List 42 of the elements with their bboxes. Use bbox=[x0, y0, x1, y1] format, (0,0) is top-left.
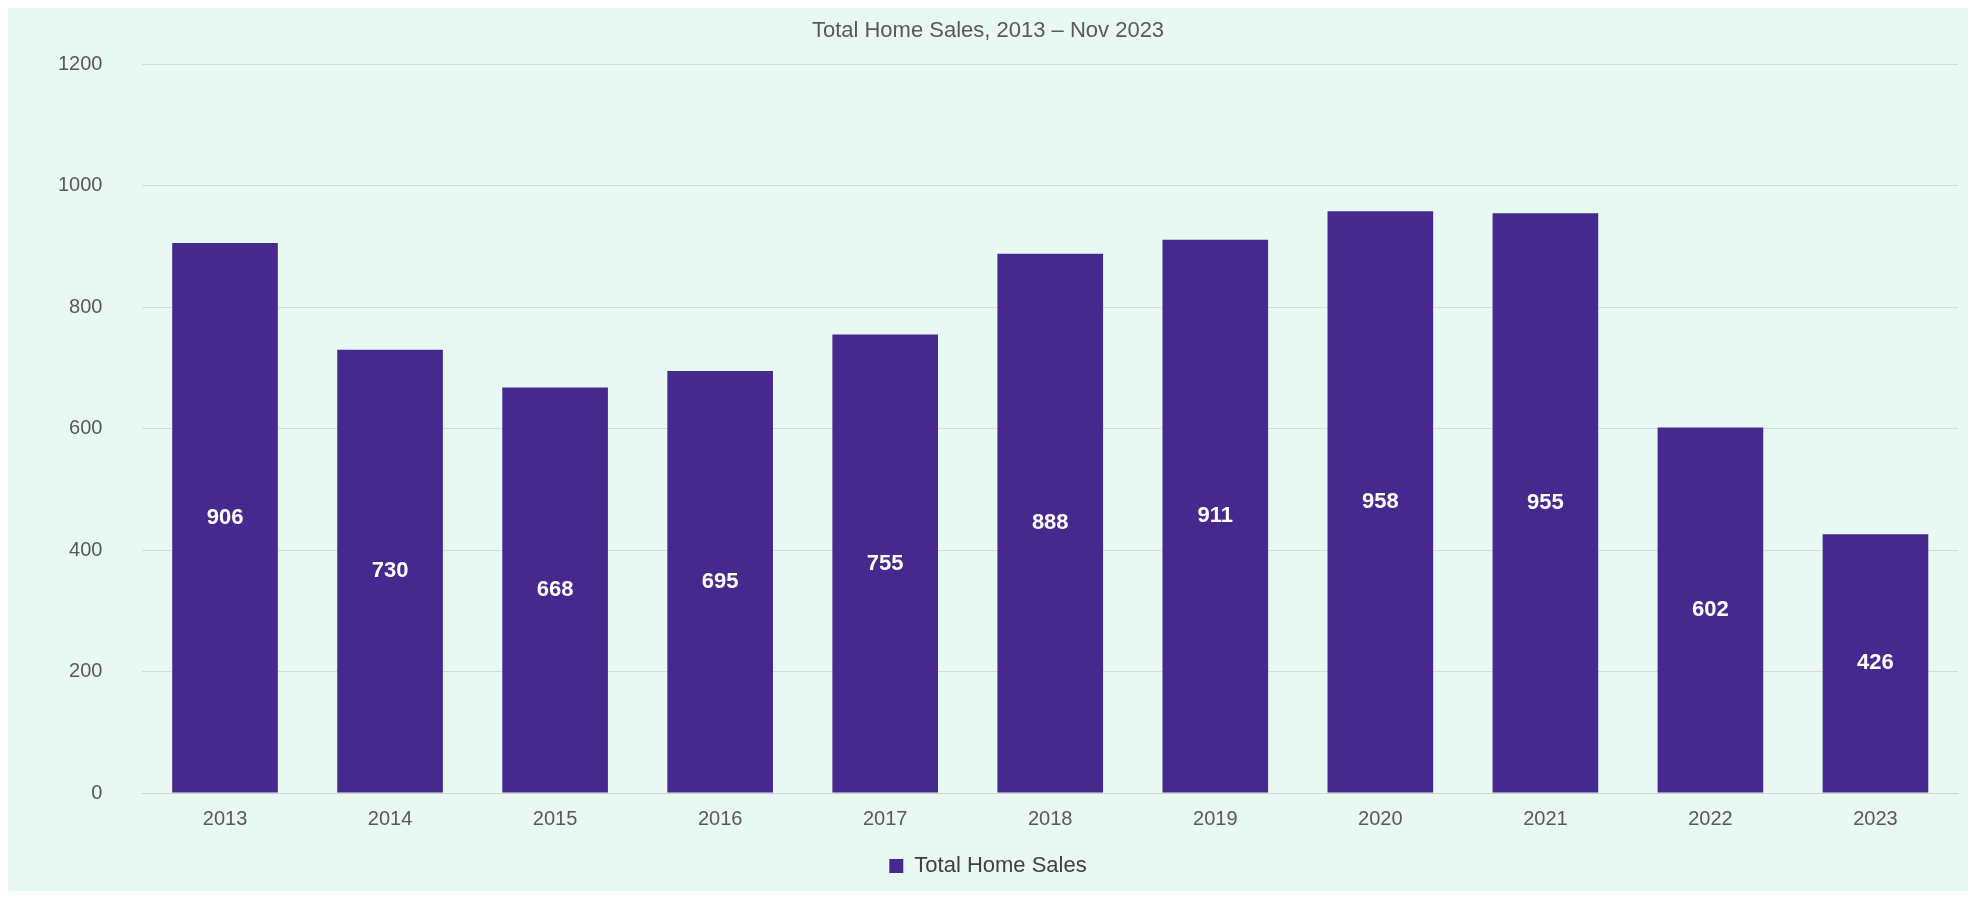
x-tick-label: 2016 bbox=[697, 806, 743, 829]
data-label: 426 bbox=[1857, 649, 1894, 675]
y-tick-label: 800 bbox=[69, 294, 103, 317]
bar bbox=[1822, 534, 1929, 793]
x-tick-label: 2018 bbox=[1028, 806, 1073, 829]
y-tick-label: 1200 bbox=[57, 51, 103, 74]
legend-label: Total Home Sales bbox=[914, 852, 1087, 878]
y-tick-label: 200 bbox=[69, 659, 103, 682]
x-tick-label: 2015 bbox=[532, 806, 578, 829]
x-tick-label: 2022 bbox=[1688, 806, 1733, 829]
bar bbox=[337, 349, 443, 793]
bar bbox=[667, 371, 773, 793]
data-label: 906 bbox=[206, 503, 244, 529]
bar bbox=[502, 387, 608, 793]
bar bbox=[1657, 427, 1764, 793]
x-tick-label: 2020 bbox=[1358, 806, 1403, 829]
bar bbox=[1162, 239, 1269, 793]
bar bbox=[1492, 213, 1599, 793]
data-label: 958 bbox=[1361, 487, 1399, 513]
x-tick-label: 2017 bbox=[862, 806, 908, 829]
data-label: 911 bbox=[1197, 502, 1234, 528]
data-label: 730 bbox=[371, 557, 409, 583]
data-label: 755 bbox=[866, 549, 904, 575]
data-label: 695 bbox=[701, 567, 739, 593]
data-label: 602 bbox=[1692, 596, 1729, 622]
data-label: 888 bbox=[1031, 509, 1069, 535]
data-label: 955 bbox=[1527, 488, 1564, 514]
bar bbox=[997, 253, 1104, 793]
bar bbox=[1327, 211, 1434, 793]
x-tick-label: 2019 bbox=[1193, 806, 1238, 829]
y-tick-label: 400 bbox=[69, 537, 103, 560]
x-tick-label: 2023 bbox=[1853, 806, 1898, 829]
y-tick-label: 600 bbox=[69, 416, 103, 439]
y-tick-label: 0 bbox=[91, 780, 103, 803]
y-tick-label: 1000 bbox=[57, 173, 103, 196]
x-tick-label: 2013 bbox=[202, 806, 248, 829]
bar bbox=[832, 334, 939, 793]
chart-title: Total Home Sales, 2013 – Nov 2023 bbox=[811, 17, 1165, 43]
x-tick-label: 2014 bbox=[367, 806, 413, 829]
bar bbox=[172, 242, 278, 793]
x-tick-label: 2021 bbox=[1523, 806, 1568, 829]
data-label: 668 bbox=[536, 576, 574, 602]
